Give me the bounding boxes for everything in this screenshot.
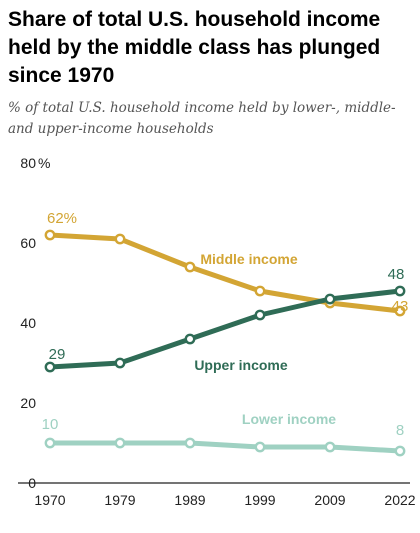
data-point-middle-income-1979 [114,233,126,245]
end-label-upper-income: 48 [388,266,405,283]
chart-title: Share of total U.S. household income hel… [8,8,381,87]
series-lower-income: 10 8 Lower income [42,411,406,457]
data-point-lower-income-1979 [114,437,126,449]
y-tick-label-60: 60 [20,235,36,251]
data-point-lower-income-1999 [254,441,266,453]
y-tick-unit: % [38,155,50,171]
series-line-upper-income [47,288,403,370]
x-tick-label-1970: 1970 [34,492,65,508]
end-label-middle-income: 43 [392,298,409,315]
chart-axes: 0 20 40 60 80 % 1970 1979 1989 1999 2009 2022 [18,155,416,508]
y-tick-label-80: 80 [20,155,36,171]
data-point-upper-income-2009 [324,293,336,305]
x-tick-label-1979: 1979 [104,492,135,508]
data-point-middle-income-1970 [44,229,56,241]
data-point-lower-income-1989 [184,437,196,449]
data-point-middle-income-1999 [254,285,266,297]
y-tick-label-40: 40 [20,315,36,331]
x-tick-label-1999: 1999 [244,492,275,508]
chart-subtitle: % of total U.S. household income held by… [8,100,396,137]
series-label-upper-income: Upper income [194,357,288,373]
data-point-upper-income-2022 [394,285,406,297]
series-label-middle-income: Middle income [200,251,297,267]
series-line-lower-income [47,440,403,454]
data-point-upper-income-1989 [184,333,196,345]
series-line-middle-income [47,232,403,314]
data-point-lower-income-2022 [394,445,406,457]
data-point-upper-income-1970 [44,361,56,373]
y-tick-label-20: 20 [20,395,36,411]
data-point-middle-income-1989 [184,261,196,273]
data-point-lower-income-1970 [44,437,56,449]
series-middle-income: 62% 43 Middle income [44,210,409,317]
x-tick-label-1989: 1989 [174,492,205,508]
end-label-lower-income: 8 [396,422,404,439]
start-label-middle-income: 62% [47,210,77,227]
series-upper-income: 29 48 Upper income [44,266,406,373]
data-point-upper-income-1979 [114,357,126,369]
x-tick-label-2022: 2022 [384,492,415,508]
data-point-middle-income-2022 [394,305,406,317]
chart-series: 62% 43 Middle income 29 48 Upper income 10 8 Low… [42,210,409,457]
data-point-lower-income-2009 [324,441,336,453]
x-tick-label-2009: 2009 [314,492,345,508]
start-label-lower-income: 10 [42,416,59,433]
start-label-upper-income: 29 [49,346,66,363]
series-label-lower-income: Lower income [242,411,336,427]
data-point-upper-income-1999 [254,309,266,321]
y-tick-label-0: 0 [28,475,36,491]
